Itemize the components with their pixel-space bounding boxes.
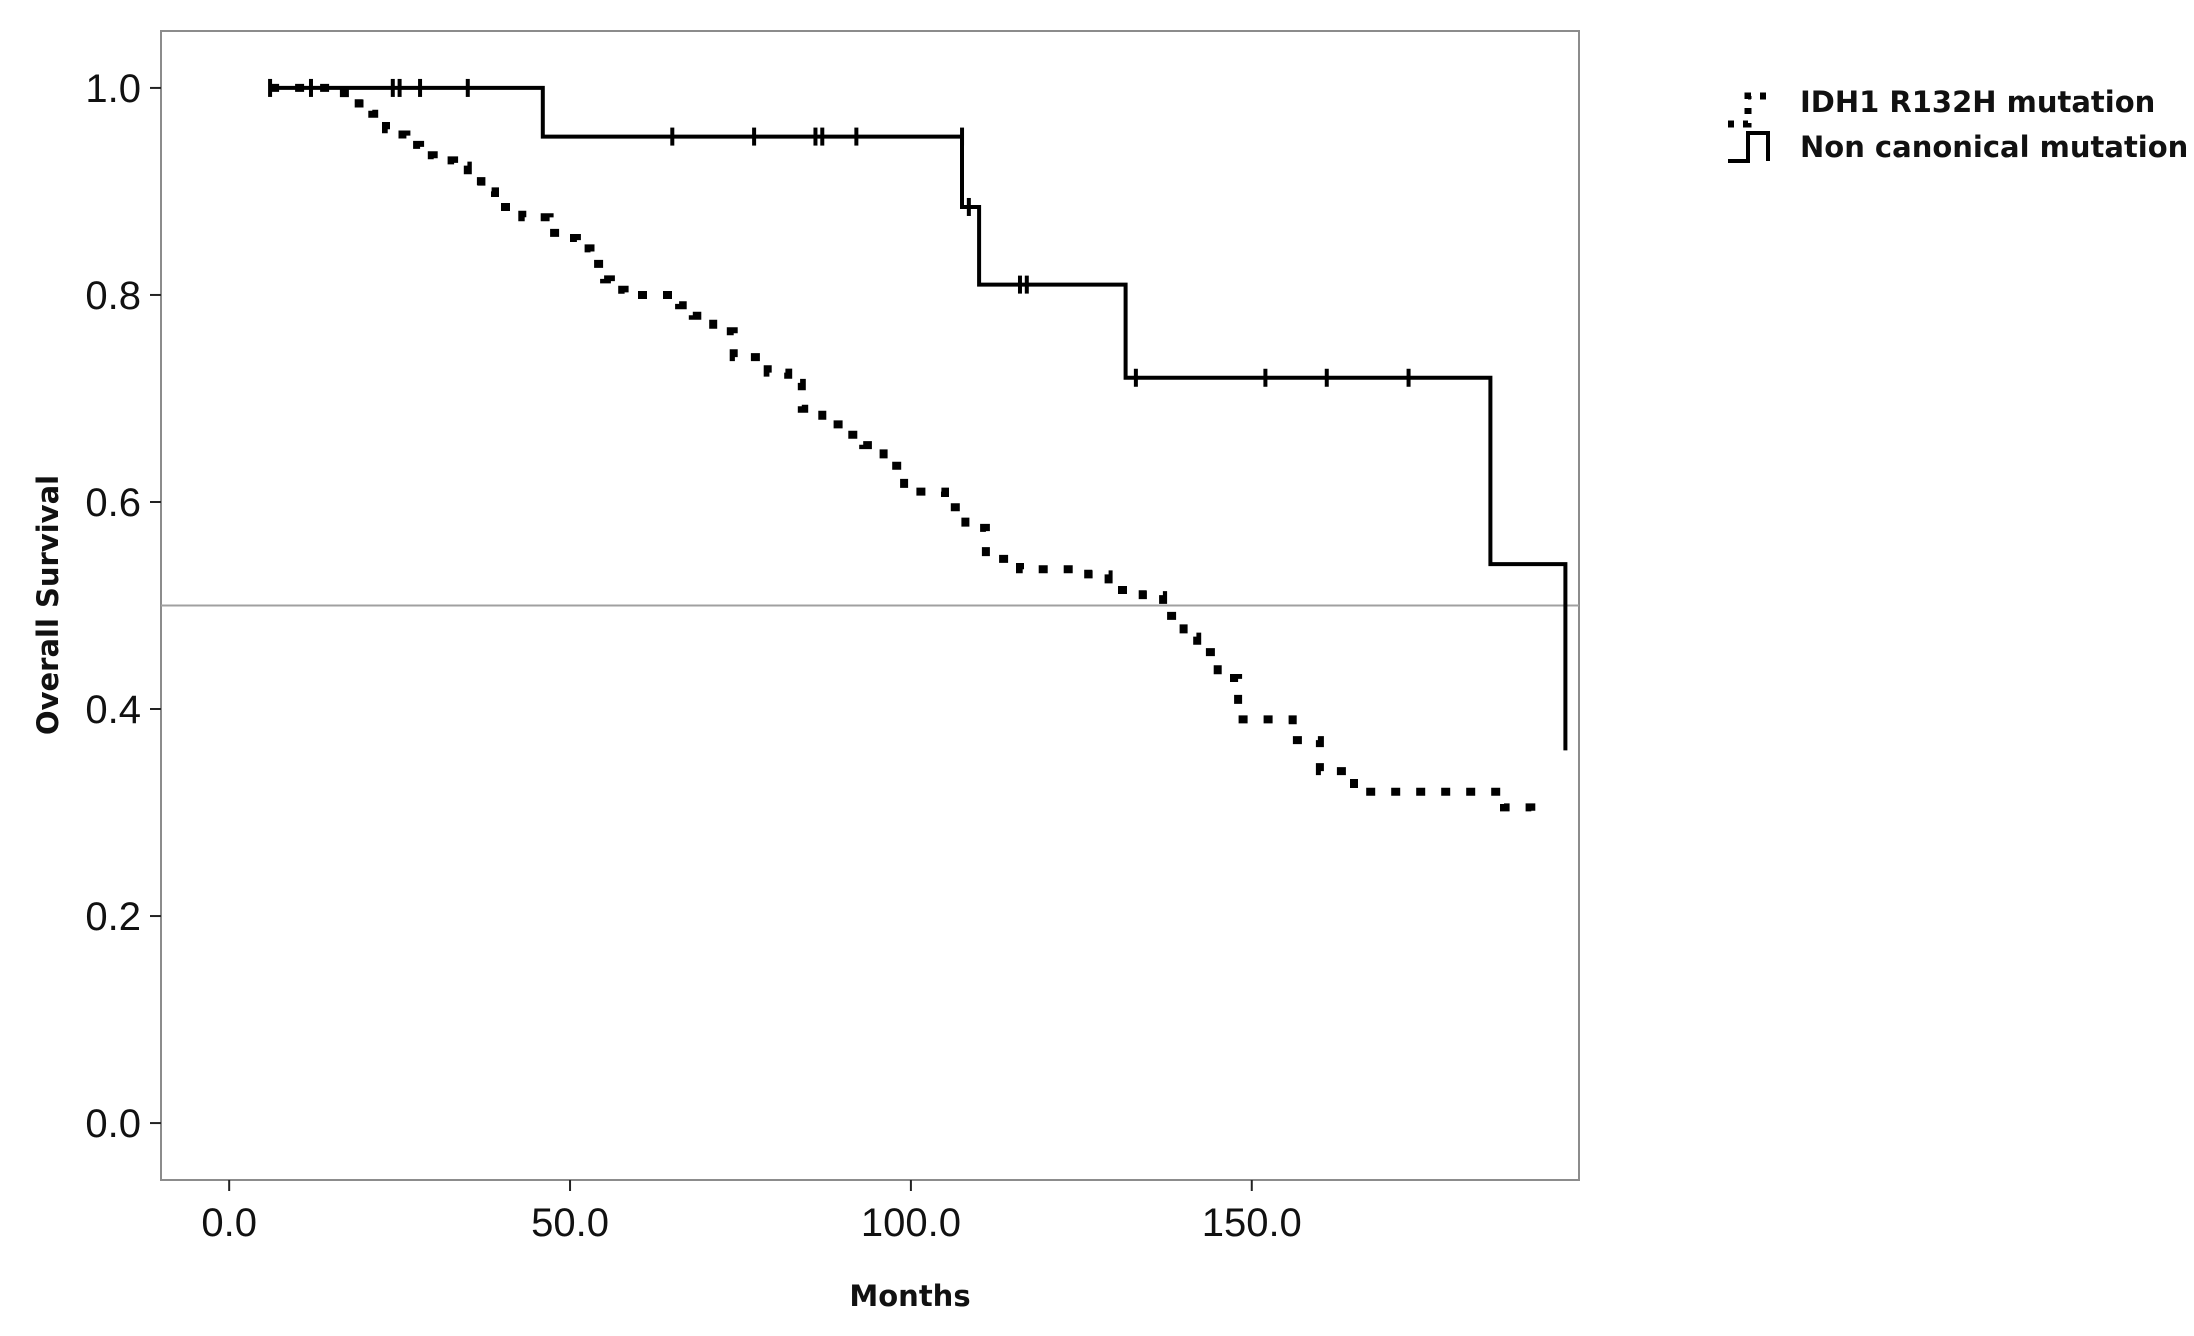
x-axis-title: Months (849, 1279, 970, 1313)
series-idh1-r132h-line (270, 83, 1536, 818)
legend-label: Non canonical mutation (1800, 130, 2188, 164)
legend-swatch-solid-line (1728, 131, 1770, 163)
series-non-canonical-line (270, 85, 1568, 751)
legend-label: IDH1 R132H mutation (1800, 85, 2155, 119)
x-tick-label: 100.0 (861, 1201, 961, 1245)
y-tick-label: 0.8 (85, 274, 141, 318)
series-layer (268, 78, 1568, 818)
x-tick-label: 0.0 (201, 1201, 257, 1245)
plot-area (160, 30, 1580, 1181)
y-tick-label: 0.0 (85, 1102, 141, 1146)
y-axis-title: Overall Survival (31, 475, 65, 735)
legend: IDH1 R132H mutation Non canonical mutati… (1728, 85, 2188, 164)
y-tick-label: 1.0 (85, 67, 141, 111)
y-tick-label: 0.2 (85, 895, 141, 939)
y-tick-label: 0.4 (85, 688, 141, 732)
x-tick-label: 150.0 (1202, 1201, 1302, 1245)
legend-item-idh1: IDH1 R132H mutation (1728, 85, 2155, 128)
legend-item-non-canonical: Non canonical mutation (1728, 130, 2188, 164)
legend-swatch-dotted-line (1728, 92, 1768, 128)
axes: 0.0 0.2 0.4 0.6 0.8 1.0 0.0 50.0 100.0 150.0 (85, 67, 1301, 1245)
legend-swatch-solid (1728, 131, 1770, 163)
legend-swatch-dotted (1728, 92, 1768, 128)
y-tick-label: 0.6 (85, 481, 141, 525)
x-tick-label: 50.0 (531, 1201, 609, 1245)
